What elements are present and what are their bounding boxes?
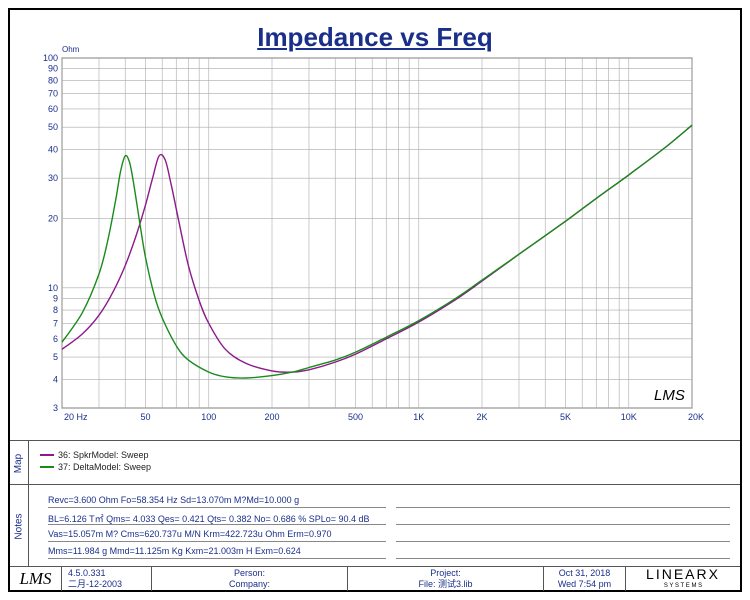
footer-version-date: 二月-12-2003 [68, 579, 123, 589]
x-tick-label: 2K [476, 412, 487, 422]
y-tick-label: 20 [48, 214, 58, 224]
footer-project-cell: Project: File: 测试3.lib [348, 567, 544, 591]
footer-date-cell: Oct 31, 2018 Wed 7:54 pm [544, 567, 626, 591]
footer-date: Oct 31, 2018 [558, 568, 611, 578]
y-tick-label: 5 [53, 352, 58, 362]
y-tick-label: 50 [48, 122, 58, 132]
footer-lms-logo: LMS [19, 569, 52, 588]
x-tick-label: 50 [141, 412, 151, 422]
footer-brand: LINEARX [646, 566, 720, 582]
note-line-3: Vas=15.057m M? Cms=620.737u M/N Krm=422.… [48, 529, 332, 539]
footer-version-cell: 4.5.0.331 二月-12-2003 [62, 567, 152, 591]
y-tick-label: 40 [48, 144, 58, 154]
footer-time: Wed 7:54 pm [557, 579, 612, 589]
footer-logo-cell: LMS [10, 567, 62, 591]
y-tick-label: 60 [48, 104, 58, 114]
y-tick-label: 7 [53, 318, 58, 328]
x-tick-label: 10K [621, 412, 637, 422]
map-panel: Map 36: SpkrModel: Sweep 37: DeltaModel:… [10, 440, 740, 485]
y-tick-label: 8 [53, 305, 58, 315]
y-tick-label: 9 [53, 293, 58, 303]
x-tick-label: 500 [348, 412, 363, 422]
lms-watermark: LMS [654, 387, 685, 404]
footer-company: Company: [228, 579, 271, 589]
x-tick-label: 1K [413, 412, 424, 422]
footer-bar: LMS 4.5.0.331 二月-12-2003 Person: Company… [10, 566, 740, 591]
footer-brand-cell: LINEARX S Y S T E M S [626, 567, 740, 591]
x-tick-label: 100 [201, 412, 216, 422]
note-line-2: BL=6.126 T㎡ Qms= 4.033 Qes= 0.421 Qts= 0… [48, 514, 370, 524]
legend-item-delta[interactable]: 37: DeltaModel: Sweep [40, 462, 151, 472]
legend-item-spkr[interactable]: 36: SpkrModel: Sweep [40, 450, 149, 460]
y-tick-label: 4 [53, 374, 58, 384]
y-tick-label: 100 [43, 53, 58, 63]
y-tick-label: 90 [48, 64, 58, 74]
footer-brand-sub: S Y S T E M S [663, 583, 703, 589]
x-tick-label: 20K [688, 412, 704, 422]
legend-label-delta: 37: DeltaModel: Sweep [58, 462, 152, 472]
y-tick-label: 3 [53, 403, 58, 413]
report-frame: Impedance vs Freq 100 90 80 70 60 50 40 30 20 10 9… [8, 8, 742, 592]
x-tick-label: 5K [560, 412, 571, 422]
y-tick-label: 30 [48, 173, 58, 183]
x-tick-label: 20 Hz [64, 412, 88, 422]
chart-grid [61, 57, 693, 409]
x-tick-labels: 20 Hz 50 100 200 500 1K 2K 5K 10K 20K [64, 412, 704, 422]
y-tick-label: 80 [48, 75, 58, 85]
notes-side-label: Notes [10, 485, 29, 567]
y-axis-label: Ohm [62, 45, 80, 54]
footer-version: 4.5.0.331 [68, 568, 106, 578]
map-side-label: Map [10, 441, 29, 485]
series-line-delta [61, 124, 693, 379]
notes-panel: Notes Revc=3.600 Ohm Fo=58.354 Hz Sd=13.… [10, 484, 740, 567]
footer-file: File: 测试3.lib [418, 579, 473, 589]
legend-label-spkr: 36: SpkrModel: Sweep [58, 450, 149, 460]
footer-project: Project: [430, 568, 461, 578]
y-tick-label: 10 [48, 283, 58, 293]
legend-swatch-spkr [40, 454, 54, 456]
x-tick-label: 200 [264, 412, 279, 422]
chart-title: Impedance vs Freq [257, 22, 493, 52]
note-line-4: Mms=11.984 g Mmd=11.125m Kg Kxm=21.003m … [48, 546, 301, 556]
y-tick-label: 6 [53, 334, 58, 344]
footer-person-cell: Person: Company: [152, 567, 348, 591]
chart-series [61, 124, 693, 379]
footer-person: Person: [233, 568, 266, 578]
note-line-1: Revc=3.600 Ohm Fo=58.354 Hz Sd=13.070m M… [48, 495, 300, 505]
legend-swatch-delta [40, 466, 54, 468]
y-tick-label: 70 [48, 89, 58, 99]
